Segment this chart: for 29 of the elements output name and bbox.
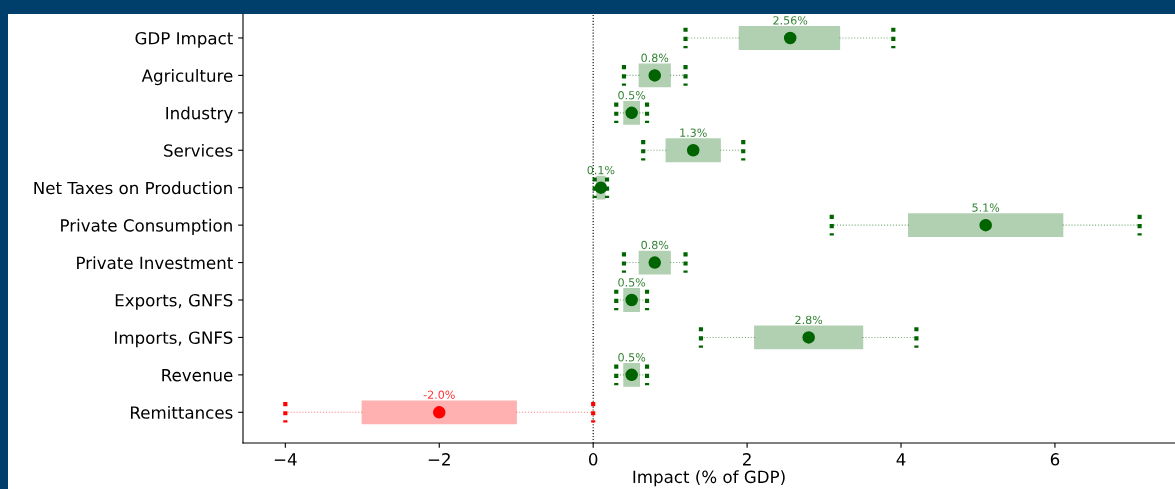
x-tick-label: 6 [1050, 453, 1060, 466]
y-tick-label: Net Taxes on Production [34, 181, 232, 195]
text: 0.5% [618, 278, 646, 287]
text: 5.1% [972, 203, 1000, 212]
x-axis-title: Impact (% of GDP) [633, 470, 785, 487]
x-tick-label: −4 [274, 453, 297, 466]
y-tick-label: Private Investment [77, 256, 233, 270]
y-tick-label: Private Consumption [61, 218, 232, 235]
y-tick-label: GDP Impact [135, 31, 233, 48]
text: 2.8% [795, 315, 823, 325]
text: 0.8% [641, 53, 669, 63]
text: 1.3% [680, 128, 707, 137]
y-tick-label: Industry [166, 106, 233, 123]
y-tick-label: Agriculture [141, 69, 233, 86]
text: -2.0% [423, 390, 455, 399]
x-tick-label: 0 [588, 453, 598, 466]
y-tick-label: Exports, GNFS [115, 293, 233, 310]
x-tick-label: −2 [428, 453, 450, 466]
y-tick-label: Services [164, 143, 233, 157]
text: 0.8% [641, 240, 669, 250]
y-tick-label: Remittances [131, 405, 233, 419]
text: 0.5% [618, 91, 646, 100]
text: 0.1% [587, 165, 615, 175]
x-tick-label: 4 [896, 453, 906, 466]
y-tick-label: Revenue [162, 369, 233, 382]
text: 0.5% [618, 353, 646, 362]
x-tick-label: 2 [743, 453, 751, 466]
y-tick-label: Imports, GNFS [115, 331, 233, 348]
text: 2.56% [773, 16, 808, 25]
